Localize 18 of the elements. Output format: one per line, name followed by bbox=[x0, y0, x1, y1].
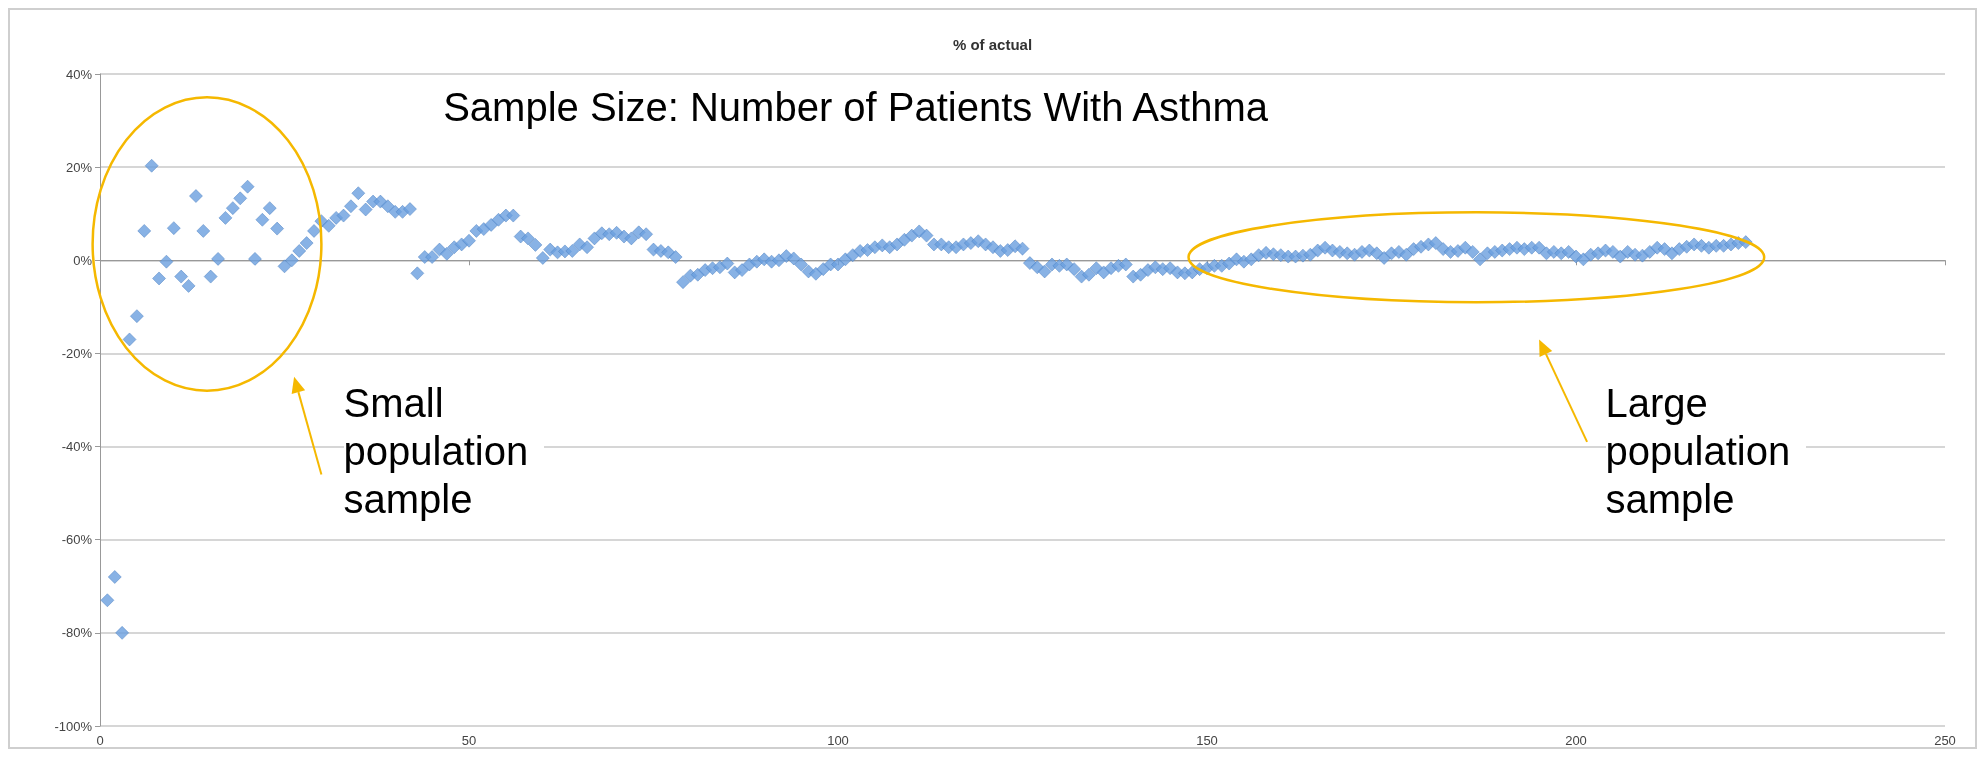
x-tick-label: 200 bbox=[1565, 733, 1587, 748]
y-tick-label: 40% bbox=[65, 66, 93, 82]
y-tick-label: 0% bbox=[73, 252, 93, 268]
x-tick-label: 150 bbox=[1196, 733, 1218, 748]
y-tick-label: -100% bbox=[54, 718, 93, 734]
x-tick-label: 0 bbox=[96, 733, 104, 748]
y-tick-label: -60% bbox=[61, 532, 93, 548]
x-tick-label: 250 bbox=[1934, 733, 1956, 748]
y-tick-label: -20% bbox=[61, 345, 93, 361]
annotation: Large population sample bbox=[1605, 379, 1806, 524]
x-tick-label: 50 bbox=[461, 733, 477, 748]
y-tick-label: -80% bbox=[61, 625, 93, 641]
annotation: Small population sample bbox=[343, 379, 544, 524]
x-tick-label: 100 bbox=[827, 733, 849, 748]
y-tick-label: -40% bbox=[61, 439, 93, 455]
y-tick-label: 20% bbox=[65, 159, 93, 175]
chart-title: % of actual bbox=[952, 36, 1033, 53]
annotation: Sample Size: Number of Patients With Asthma bbox=[443, 83, 1268, 131]
